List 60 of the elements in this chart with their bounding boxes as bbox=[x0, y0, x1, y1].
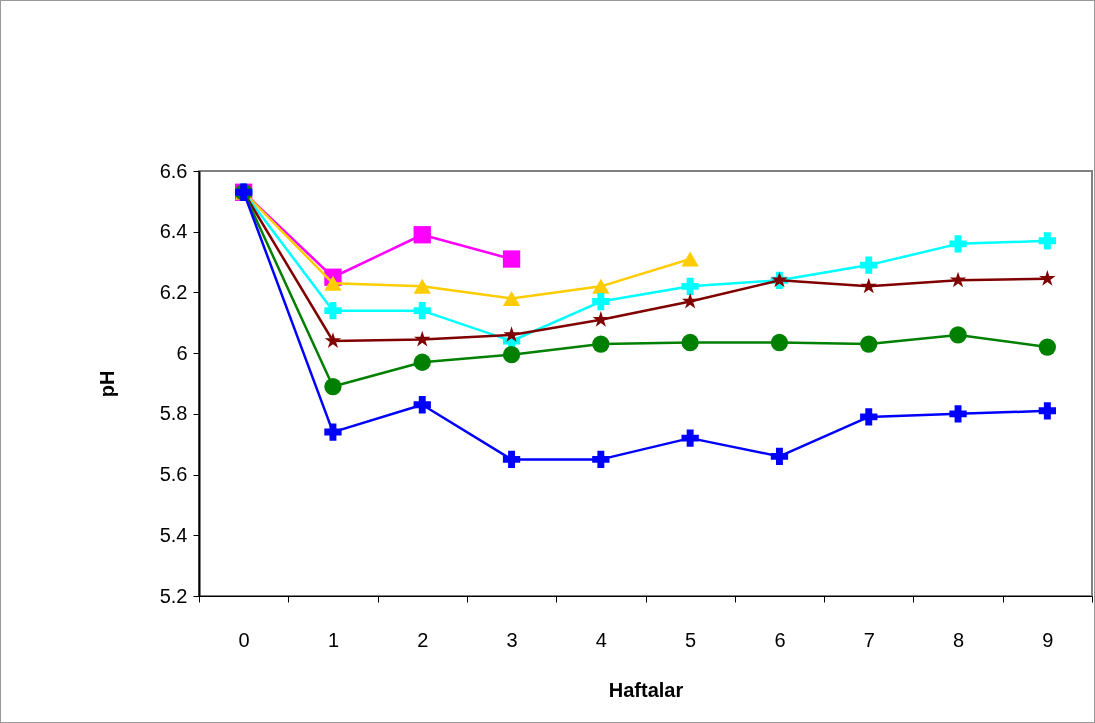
point bbox=[413, 396, 431, 414]
y-tick-label: 5.2 bbox=[159, 584, 188, 607]
point bbox=[502, 346, 521, 364]
point bbox=[324, 377, 342, 396]
point bbox=[324, 301, 342, 320]
point bbox=[1038, 338, 1057, 356]
x-tick-label: 2 bbox=[417, 628, 429, 651]
point bbox=[681, 251, 699, 267]
point bbox=[324, 275, 342, 291]
x-axis-title: Haftalar bbox=[608, 678, 684, 701]
x-tick-label: 6 bbox=[774, 628, 786, 651]
point bbox=[592, 335, 610, 353]
point bbox=[502, 450, 521, 469]
y-tick-label: 5.6 bbox=[159, 463, 188, 486]
point bbox=[324, 332, 342, 349]
point bbox=[860, 256, 878, 274]
point bbox=[414, 330, 431, 347]
point bbox=[770, 447, 789, 466]
x-tick-label: 7 bbox=[863, 628, 875, 651]
point bbox=[860, 277, 877, 294]
y-tick-label: 6.2 bbox=[159, 280, 188, 303]
point bbox=[502, 250, 521, 268]
point bbox=[592, 450, 610, 469]
point bbox=[592, 311, 610, 327]
point bbox=[1039, 270, 1056, 286]
y-tick-label: 6 bbox=[176, 341, 188, 364]
x-tick-label: 8 bbox=[952, 628, 965, 651]
point bbox=[949, 271, 967, 288]
x-tick-label: 5 bbox=[685, 628, 697, 651]
point bbox=[502, 291, 521, 306]
point bbox=[860, 408, 878, 426]
point bbox=[592, 292, 610, 311]
point bbox=[1038, 232, 1057, 250]
point bbox=[413, 301, 431, 320]
point bbox=[503, 326, 520, 342]
point bbox=[770, 333, 789, 352]
point bbox=[681, 333, 699, 352]
point bbox=[324, 423, 342, 441]
point bbox=[1038, 402, 1057, 420]
point bbox=[681, 292, 699, 309]
y-tick-label: 5.4 bbox=[159, 523, 188, 546]
point bbox=[413, 353, 431, 371]
y-tick-label: 6.4 bbox=[159, 220, 188, 243]
point bbox=[949, 235, 967, 253]
x-tick-label: 4 bbox=[595, 628, 607, 651]
y-axis-title: pH bbox=[95, 370, 118, 398]
point bbox=[413, 278, 431, 294]
x-tick-label: 1 bbox=[327, 628, 340, 651]
point bbox=[949, 405, 967, 423]
x-tick-label: 3 bbox=[506, 628, 518, 651]
y-tick-label: 6.6 bbox=[159, 159, 188, 182]
point bbox=[681, 277, 699, 296]
x-tick-label: 0 bbox=[238, 628, 250, 651]
x-tick-label: 9 bbox=[1042, 628, 1054, 651]
point bbox=[413, 226, 431, 244]
point bbox=[681, 429, 699, 447]
y-tick-label: 5.8 bbox=[159, 402, 188, 425]
point bbox=[949, 326, 967, 344]
point bbox=[592, 278, 610, 294]
point bbox=[860, 335, 878, 353]
